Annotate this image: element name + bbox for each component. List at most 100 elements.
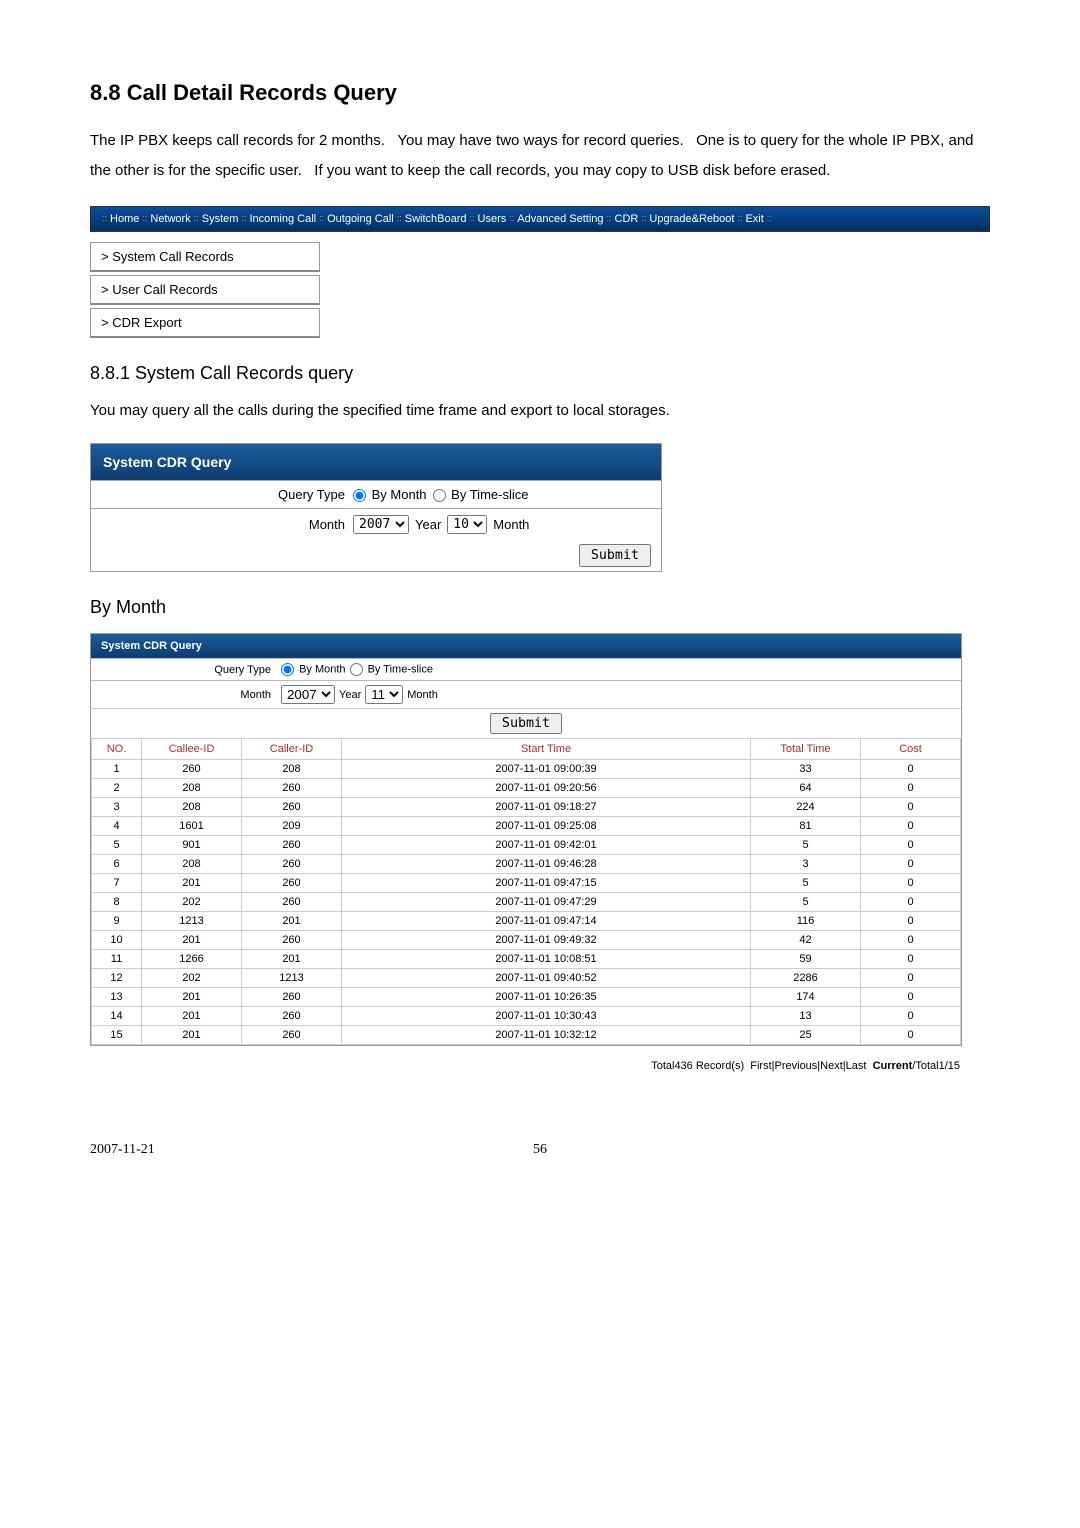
month-label: Month (91, 689, 281, 701)
table-cell: 2007-11-01 09:47:14 (342, 912, 751, 931)
table-row: 59012602007-11-01 09:42:0150 (92, 836, 961, 855)
by-month-radio-label[interactable]: By Month (281, 663, 346, 676)
nav-separator: :: (99, 213, 110, 225)
nav-item[interactable]: Network (150, 213, 190, 225)
table-cell: 260 (242, 779, 342, 798)
nav-item[interactable]: CDR (615, 213, 639, 225)
table-cell: 208 (142, 855, 242, 874)
table-cell: 224 (751, 798, 861, 817)
by-timeslice-radio-label[interactable]: By Time-slice (350, 663, 433, 676)
year-select[interactable]: 2007 (353, 515, 409, 534)
table-cell: 0 (861, 779, 961, 798)
table-cell: 5 (751, 874, 861, 893)
submit-button[interactable]: Submit (490, 713, 562, 734)
table-cell: 260 (242, 874, 342, 893)
table-cell: 12 (92, 969, 142, 988)
current-label: Current (873, 1060, 913, 1072)
table-cell: 2 (92, 779, 142, 798)
table-row: 72012602007-11-01 09:47:1550 (92, 874, 961, 893)
table-cell: 116 (751, 912, 861, 931)
table-header: Caller-ID (242, 739, 342, 760)
table-cell: 42 (751, 931, 861, 950)
sidebar-item[interactable]: > CDR Export (90, 308, 320, 338)
table-cell: 0 (861, 931, 961, 950)
table-cell: 0 (861, 874, 961, 893)
table-cell: 260 (242, 855, 342, 874)
table-cell: 1213 (142, 912, 242, 931)
table-cell: 1601 (142, 817, 242, 836)
month-select[interactable]: 11 (365, 685, 403, 704)
month-select[interactable]: 10 (447, 515, 487, 534)
nav-separator: :: (238, 213, 249, 225)
cdr-query-panel-results: System CDR Query Query Type By Month By … (90, 633, 962, 1046)
nav-item[interactable]: Incoming Call (249, 213, 316, 225)
table-cell: 0 (861, 912, 961, 931)
month-suffix: Month (493, 517, 529, 532)
subsection-heading: 8.8.1 System Call Records query (90, 363, 990, 384)
table-cell: 201 (142, 931, 242, 950)
pagination-nav[interactable]: First|Previous|Next|Last (750, 1060, 866, 1072)
table-cell: 201 (142, 1026, 242, 1045)
table-row: 102012602007-11-01 09:49:32420 (92, 931, 961, 950)
table-cell: 1213 (242, 969, 342, 988)
table-cell: 9 (92, 912, 142, 931)
nav-item[interactable]: Outgoing Call (327, 213, 394, 225)
nav-item[interactable]: Home (110, 213, 139, 225)
table-cell: 201 (142, 1007, 242, 1026)
nav-item[interactable]: Exit (745, 213, 763, 225)
nav-item[interactable]: SwitchBoard (405, 213, 467, 225)
table-cell: 260 (142, 760, 242, 779)
table-row: 62082602007-11-01 09:46:2830 (92, 855, 961, 874)
by-timeslice-radio-label[interactable]: By Time-slice (433, 487, 529, 502)
by-timeslice-text: By Time-slice (451, 487, 528, 502)
table-cell: 0 (861, 836, 961, 855)
table-cell: 0 (861, 1007, 961, 1026)
table-cell: 0 (861, 950, 961, 969)
table-cell: 2007-11-01 10:26:35 (342, 988, 751, 1007)
month-suffix: Month (407, 689, 438, 701)
table-cell: 2007-11-01 09:25:08 (342, 817, 751, 836)
nav-item[interactable]: Users (478, 213, 507, 225)
table-cell: 2007-11-01 09:18:27 (342, 798, 751, 817)
year-suffix: Year (415, 517, 441, 532)
table-cell: 202 (142, 969, 242, 988)
table-cell: 208 (142, 779, 242, 798)
table-row: 22082602007-11-01 09:20:56640 (92, 779, 961, 798)
table-cell: 208 (142, 798, 242, 817)
table-row: 142012602007-11-01 10:30:43130 (92, 1007, 961, 1026)
nav-item[interactable]: System (202, 213, 239, 225)
nav-separator: :: (506, 213, 517, 225)
table-cell: 14 (92, 1007, 142, 1026)
table-cell: 2007-11-01 09:42:01 (342, 836, 751, 855)
nav-item[interactable]: Advanced Setting (517, 213, 603, 225)
by-month-text: By Month (299, 663, 345, 675)
by-timeslice-text: By Time-slice (368, 663, 433, 675)
footer-page-number: 56 (390, 1142, 690, 1158)
table-cell: 0 (861, 760, 961, 779)
submit-button[interactable]: Submit (579, 544, 651, 567)
table-cell: 0 (861, 1026, 961, 1045)
table-row: 82022602007-11-01 09:47:2950 (92, 893, 961, 912)
by-timeslice-radio[interactable] (433, 489, 446, 502)
table-cell: 2007-11-01 09:46:28 (342, 855, 751, 874)
year-select[interactable]: 2007 (281, 685, 335, 704)
subsection-desc: You may query all the calls during the s… (90, 399, 990, 423)
by-month-radio[interactable] (281, 663, 294, 676)
table-cell: 11 (92, 950, 142, 969)
nav-item[interactable]: Upgrade&Reboot (649, 213, 734, 225)
by-month-radio[interactable] (353, 489, 366, 502)
table-cell: 4 (92, 817, 142, 836)
sidebar-item[interactable]: > System Call Records (90, 242, 320, 272)
table-cell: 2007-11-01 09:47:29 (342, 893, 751, 912)
by-month-radio-label[interactable]: By Month (353, 487, 427, 502)
table-header: NO. (92, 739, 142, 760)
by-timeslice-radio[interactable] (350, 663, 363, 676)
pagination-bar: Total436 Record(s) First|Previous|Next|L… (90, 1056, 960, 1072)
results-table: NO.Callee-IDCaller-IDStart TimeTotal Tim… (91, 738, 961, 1045)
table-cell: 260 (242, 988, 342, 1007)
table-cell: 901 (142, 836, 242, 855)
table-cell: 7 (92, 874, 142, 893)
sidebar-item[interactable]: > User Call Records (90, 275, 320, 305)
table-row: 12602082007-11-01 09:00:39330 (92, 760, 961, 779)
table-header: Start Time (342, 739, 751, 760)
